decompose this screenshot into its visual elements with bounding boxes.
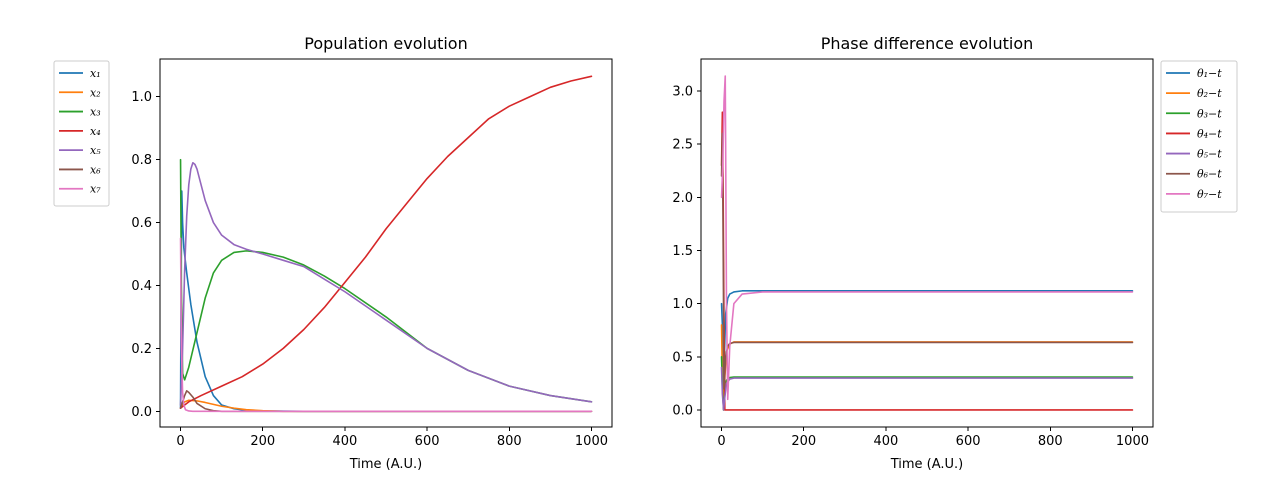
legend-entry-4: θ₄−t	[1197, 127, 1222, 140]
y-tick-label: 1.0	[131, 90, 152, 105]
series-line-4	[179, 75, 593, 409]
legend-entry-6: x₆	[90, 163, 101, 176]
series-line-6	[720, 132, 1134, 390]
legend-entry-2: θ₂−t	[1197, 87, 1222, 100]
legend-box	[53, 60, 110, 207]
x-tick-label: 200	[250, 434, 275, 449]
legend-entry-1: θ₁−t	[1197, 67, 1222, 80]
chart-title: Phase difference evolution	[821, 34, 1034, 53]
x-axis-label: Time (A.U.)	[890, 457, 964, 472]
x-tick-label: 600	[956, 434, 981, 449]
phase-difference-chart: 0 200 400 600 800 1000 0.0 0.5 1.0 1.5 2.0 2.5 3.0 Ph…	[672, 34, 1238, 472]
series-line-3	[179, 158, 593, 403]
y-tick-label: 3.0	[672, 84, 693, 99]
x-tick-label: 400	[873, 434, 898, 449]
x-tick-label: 800	[1038, 434, 1063, 449]
y-tick-label: 0.0	[672, 403, 693, 418]
x-tick-label: 800	[497, 434, 522, 449]
legend: x₁ x₂ x₃ x₄ x₅ x₆ x₇	[53, 60, 110, 207]
legend-entry-7: x₇	[90, 183, 101, 196]
x-tick-label: 1000	[575, 434, 608, 449]
series-line-4	[720, 111, 1134, 411]
legend-entry-5: θ₅−t	[1197, 148, 1222, 161]
x-axis-label: Time (A.U.)	[349, 457, 423, 472]
series-line-7	[179, 237, 593, 413]
y-tick-label: 0.5	[672, 350, 693, 365]
series-line-6	[179, 390, 593, 413]
series-line-3	[720, 356, 1134, 411]
legend-entry-1: x₁	[90, 67, 101, 80]
series-line-2	[179, 399, 593, 413]
y-tick-label: 0.4	[131, 279, 152, 294]
plot-frame	[159, 58, 613, 428]
series-line-2	[720, 324, 1134, 411]
y-tick-label: 0.8	[131, 153, 152, 168]
y-tick-label: 1.0	[672, 297, 693, 312]
series-line-7	[720, 75, 1134, 401]
y-tick-label: 0.0	[131, 405, 152, 420]
series-group	[720, 75, 1134, 411]
chart-title: Population evolution	[304, 34, 467, 53]
series-line-1	[179, 190, 593, 413]
series-line-5	[179, 161, 593, 406]
population-evolution-chart: 0 200 400 600 800 1000 0.0 0.2 0.4 0.6 0.8 1.0 Popul…	[53, 34, 613, 472]
legend-entry-6: θ₆−t	[1197, 168, 1222, 181]
series-group	[179, 75, 593, 413]
y-tick-label: 0.2	[131, 342, 152, 357]
legend: θ₁−t θ₂−t θ₃−t θ₄−t θ₅−t θ₆−t θ₇−t	[1160, 60, 1238, 213]
x-tick-label: 200	[791, 434, 816, 449]
legend-entry-2: x₂	[90, 86, 101, 99]
x-tick-label: 400	[332, 434, 357, 449]
y-tick-label: 0.6	[131, 216, 152, 231]
series-line-5	[720, 366, 1134, 411]
x-tick-label: 600	[415, 434, 440, 449]
x-tick-label: 0	[717, 434, 725, 449]
y-tick-label: 2.5	[672, 138, 693, 153]
y-tick-label: 1.5	[672, 244, 693, 259]
plot-frame	[700, 58, 1154, 428]
x-tick-label: 1000	[1116, 434, 1149, 449]
y-tick-label: 2.0	[672, 191, 693, 206]
series-line-1	[720, 290, 1134, 390]
legend-entry-7: θ₇−t	[1197, 188, 1222, 201]
legend-entry-3: x₃	[90, 106, 101, 119]
legend-entry-3: θ₃−t	[1197, 107, 1222, 120]
legend-entry-4: x₄	[90, 125, 101, 138]
x-tick-label: 0	[176, 434, 184, 449]
legend-entry-5: x₅	[90, 144, 101, 157]
